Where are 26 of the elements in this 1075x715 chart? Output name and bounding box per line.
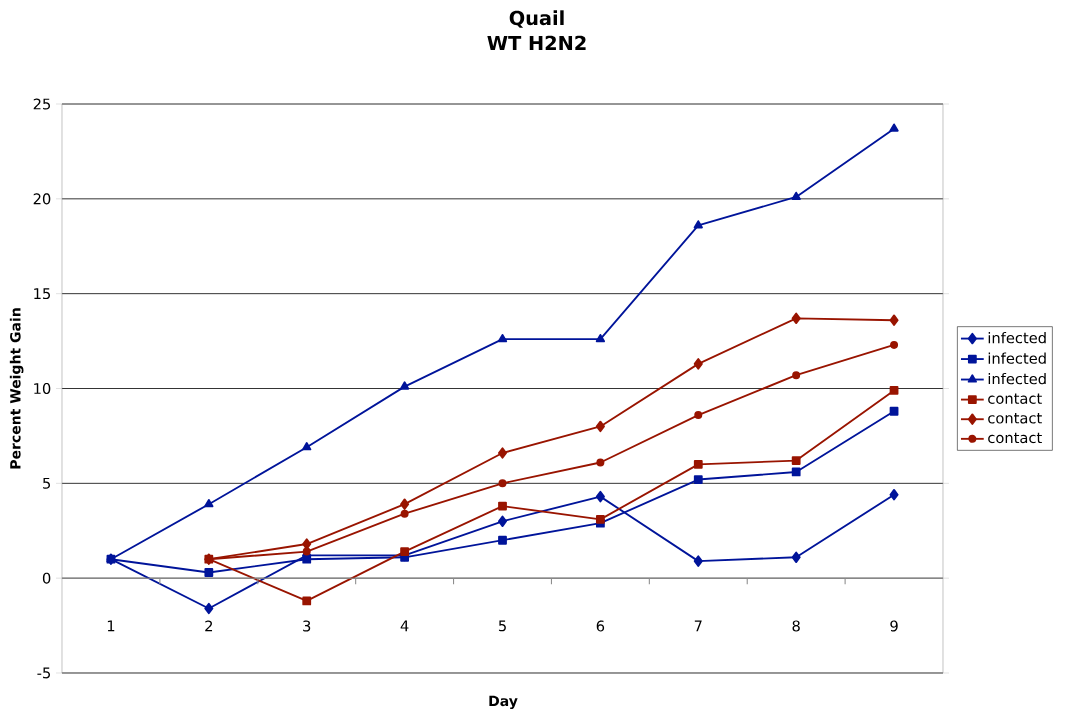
legend-label: infected xyxy=(988,352,1046,364)
y-tick-label: -5 xyxy=(37,667,51,679)
x-tick-label: 8 xyxy=(792,620,800,632)
y-axis-title: Percent Weight Gain xyxy=(9,308,24,469)
x-tick-label: 4 xyxy=(400,620,409,632)
y-tick-label: 15 xyxy=(34,288,51,300)
x-tick-label: 7 xyxy=(694,620,702,632)
chart-title: Quail xyxy=(509,10,564,28)
legend-label: infected xyxy=(988,332,1046,344)
chart-subtitle: WT H2N2 xyxy=(487,35,586,50)
legend-label: contact xyxy=(988,393,1042,404)
legend-label: contact xyxy=(988,413,1042,424)
x-tick-label: 6 xyxy=(596,620,605,632)
y-tick-label: 25 xyxy=(33,98,51,110)
y-tick-label: 5 xyxy=(43,477,51,489)
x-tick-label: 2 xyxy=(205,620,213,632)
y-tick-label: 10 xyxy=(34,382,51,395)
x-tick-label: 9 xyxy=(890,620,898,632)
x-tick-label: 5 xyxy=(498,620,506,632)
x-tick-label: 3 xyxy=(303,620,311,632)
legend-label: infected xyxy=(988,372,1046,385)
x-axis-title: Day xyxy=(489,695,518,710)
y-tick-label: 0 xyxy=(42,572,51,584)
y-tick-label: 20 xyxy=(33,193,51,205)
legend-label: contact xyxy=(988,432,1042,444)
x-tick-label: 1 xyxy=(107,620,115,632)
